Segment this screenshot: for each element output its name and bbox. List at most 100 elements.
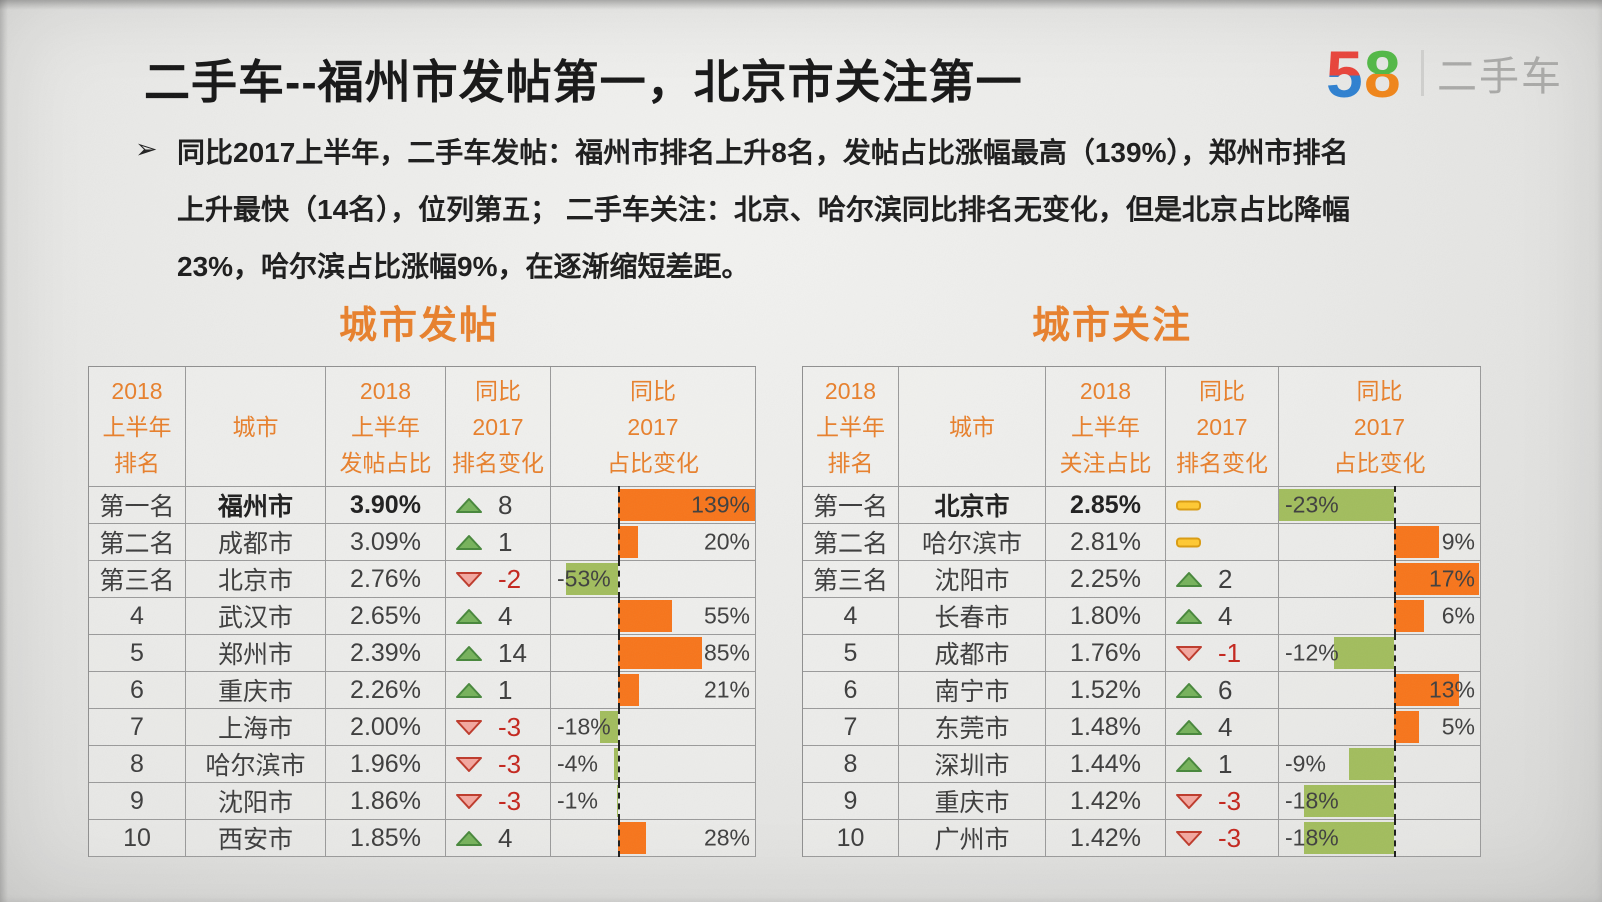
city-cell: 北京市: [899, 487, 1046, 524]
zero-axis: [618, 523, 620, 561]
bullet-arrow-icon: ➢: [135, 134, 158, 164]
change-bar: [1394, 711, 1419, 743]
rank-down-triangle-icon: [1176, 645, 1202, 661]
column-header: 2018 上半年 排名: [89, 367, 186, 487]
column-header: 2018 上半年 关注占比: [1046, 367, 1166, 487]
rank-change-cell: 8: [446, 487, 551, 524]
share-change-bar-cell: -9%: [1279, 745, 1481, 783]
rank-change-value: -3: [498, 711, 522, 742]
share-cell: 2.65%: [326, 598, 446, 635]
rank-change-cell: -3: [1166, 820, 1279, 857]
change-bar-label: -1%: [557, 787, 598, 814]
rank-change-value: -1: [1218, 637, 1242, 668]
change-bar-label: 13%: [1428, 676, 1475, 703]
rank-change-cell: -3: [446, 709, 551, 746]
share-change-bar-cell: -1%: [551, 782, 756, 820]
rank-cell: 第二名: [89, 524, 186, 561]
rank-change-value: 4: [1218, 711, 1233, 742]
share-cell: 1.52%: [1046, 672, 1166, 709]
city-cell: 沈阳市: [186, 783, 326, 820]
change-bar-label: -18%: [557, 713, 611, 740]
share-cell: 2.76%: [326, 561, 446, 598]
intro-line-1: 同比2017上半年，二手车发帖：福州市排名上升8名，发帖占比涨幅最高（139%）…: [177, 137, 1349, 168]
rank-up-triangle-icon: [456, 534, 482, 550]
change-bar: [1349, 748, 1394, 780]
rank-change-cell: 1: [446, 524, 551, 561]
zero-axis: [1394, 819, 1396, 857]
rank-change-value: -3: [1218, 822, 1242, 853]
zero-axis: [618, 634, 620, 672]
rank-change-value: 4: [1218, 600, 1233, 631]
rank-change-value: 6: [1218, 674, 1233, 705]
posts-table-title: 城市发帖: [338, 305, 500, 347]
rank-change-value: 4: [498, 822, 513, 853]
rank-up-triangle-icon: [1176, 719, 1202, 735]
rank-cell: 9: [803, 783, 899, 820]
share-change-bar-cell: -18%: [1279, 782, 1481, 820]
attention-table: 2018 上半年 排名 城市 2018 上半年 关注占比 同比 2017 排名变化 同比…: [802, 366, 1481, 857]
column-header: 2018 上半年 排名: [803, 367, 899, 487]
change-bar-label: 139%: [691, 491, 750, 518]
share-change-bar-cell: 6%: [1279, 597, 1481, 635]
share-cell: 2.81%: [1046, 524, 1166, 561]
city-cell: 成都市: [899, 635, 1046, 672]
share-change-bar-cell: 17%: [1279, 560, 1481, 598]
city-cell: 成都市: [186, 524, 326, 561]
zero-axis: [1394, 486, 1396, 524]
change-bar-label: 21%: [703, 676, 750, 703]
city-cell: 武汉市: [186, 598, 326, 635]
share-cell: 2.00%: [326, 709, 446, 746]
rank-up-triangle-icon: [456, 645, 482, 661]
rank-up-triangle-icon: [456, 497, 482, 513]
share-cell: 2.26%: [326, 672, 446, 709]
column-header: 城市: [899, 367, 1046, 487]
rank-change-cell: 14: [446, 635, 551, 672]
share-change-bar-cell: -12%: [1279, 634, 1481, 672]
logo-digit-5: 5: [1328, 42, 1363, 104]
change-bar-label: 55%: [703, 602, 750, 629]
share-change-bar-cell: 28%: [551, 819, 756, 857]
city-cell: 哈尔滨市: [186, 746, 326, 783]
share-cell: 2.39%: [326, 635, 446, 672]
zero-axis: [1394, 708, 1396, 746]
rank-up-triangle-icon: [456, 608, 482, 624]
rank-change-value: -3: [498, 785, 522, 816]
logo-58-icon: 5 8: [1328, 42, 1401, 104]
change-bar: [618, 526, 638, 558]
rank-change-cell: [1166, 487, 1279, 524]
rank-up-triangle-icon: [1176, 682, 1202, 698]
rank-cell: 10: [803, 820, 899, 857]
rank-cell: 5: [89, 635, 186, 672]
share-change-bar-cell: 13%: [1279, 671, 1481, 709]
change-bar-label: 28%: [703, 824, 750, 851]
city-cell: 北京市: [186, 561, 326, 598]
change-bar-label: 85%: [703, 639, 750, 666]
logo-digit-8: 8: [1364, 42, 1401, 104]
zero-axis: [618, 486, 620, 524]
share-cell: 1.80%: [1046, 598, 1166, 635]
rank-change-value: 1: [498, 674, 513, 705]
page-title: 二手车--福州市发帖第一，北京市关注第一: [144, 56, 1023, 108]
rank-cell: 第二名: [803, 524, 899, 561]
rank-change-cell: 4: [446, 820, 551, 857]
rank-down-triangle-icon: [456, 756, 482, 772]
zero-axis: [1394, 671, 1396, 709]
share-change-bar-cell: 20%: [551, 523, 756, 561]
rank-change-value: -2: [498, 563, 522, 594]
zero-axis: [618, 819, 620, 857]
share-cell: 3.90%: [326, 487, 446, 524]
change-bar: [1394, 526, 1439, 558]
share-cell: 3.09%: [326, 524, 446, 561]
change-bar-label: -18%: [1285, 787, 1339, 814]
share-change-bar-cell: 5%: [1279, 708, 1481, 746]
change-bar-label: -53%: [557, 565, 611, 592]
share-cell: 1.96%: [326, 746, 446, 783]
rank-change-value: -3: [1218, 785, 1242, 816]
zero-axis: [618, 671, 620, 709]
rank-cell: 7: [89, 709, 186, 746]
rank-cell: 6: [89, 672, 186, 709]
rank-change-cell: -2: [446, 561, 551, 598]
column-header: 城市: [186, 367, 326, 487]
share-cell: 1.44%: [1046, 746, 1166, 783]
change-bar-label: 9%: [1441, 528, 1475, 555]
